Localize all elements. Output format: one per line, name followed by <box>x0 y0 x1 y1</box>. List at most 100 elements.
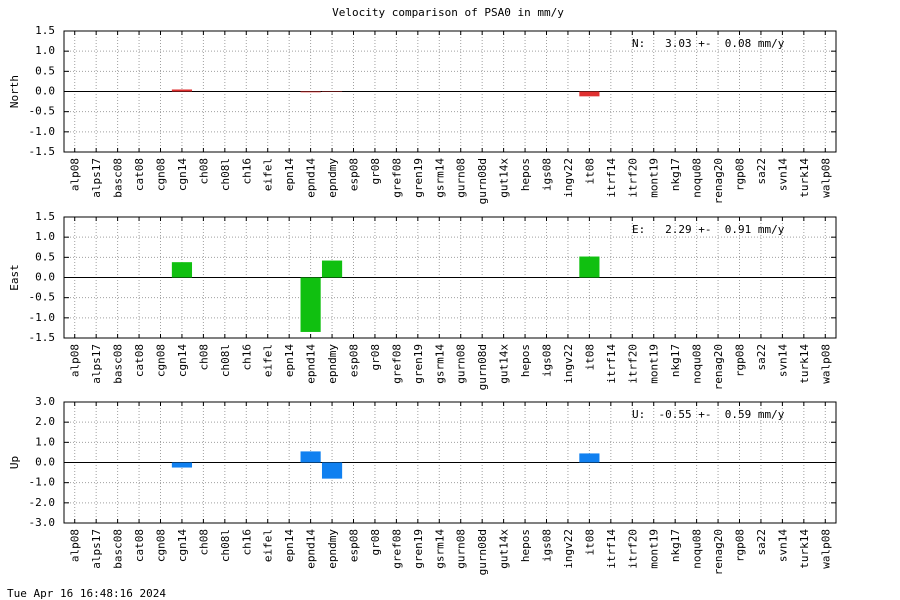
x-tick-label: rgp08 <box>734 344 747 377</box>
x-tick-label: gren19 <box>412 158 425 198</box>
x-tick-label: epnd14 <box>305 529 318 569</box>
x-tick-label: esp08 <box>348 344 361 377</box>
x-tick-label: walp08 <box>819 529 832 569</box>
x-tick-label: ch16 <box>240 158 253 185</box>
x-tick-label: svn14 <box>776 344 789 377</box>
x-tick-label: alp08 <box>69 529 82 562</box>
x-tick-label: mont19 <box>648 529 661 569</box>
x-tick-label: gurn08d <box>476 529 489 575</box>
annotation: E: 2.29 +- 0.91 mm/y <box>632 223 785 236</box>
x-tick-label: gref08 <box>390 529 403 569</box>
x-tick-label: gut14x <box>498 344 511 384</box>
x-tick-label: ch16 <box>240 529 253 556</box>
y-tick-label: 0.5 <box>35 64 55 77</box>
x-tick-label: itrf14 <box>605 529 618 569</box>
x-tick-label: it08 <box>583 344 596 371</box>
x-tick-label: gsrm14 <box>433 344 446 384</box>
x-tick-label: eifel <box>262 344 275 377</box>
bar <box>300 91 321 93</box>
x-tick-label: alp08 <box>69 344 82 377</box>
chart-title: Velocity comparison of PSA0 in mm/y <box>332 6 564 19</box>
y-tick-label: 1.0 <box>35 230 55 243</box>
y-tick-label: 0.0 <box>35 456 55 469</box>
x-tick-label: ch08l <box>219 344 232 377</box>
x-tick-label: sa22 <box>755 529 768 556</box>
x-tick-label: ch08l <box>219 529 232 562</box>
x-tick-label: noqu08 <box>691 344 704 384</box>
x-tick-label: nkg17 <box>669 344 682 377</box>
x-tick-label: gr08 <box>369 158 382 185</box>
x-tick-label: hepos <box>519 529 532 562</box>
x-tick-label: gurn08 <box>455 344 468 384</box>
x-tick-label: cat08 <box>133 344 146 377</box>
x-tick-label: cgn08 <box>155 344 168 377</box>
y-tick-label: 1.0 <box>35 435 55 448</box>
x-tick-label: gref08 <box>390 158 403 198</box>
bar <box>171 89 193 92</box>
x-tick-label: turk14 <box>798 529 811 569</box>
x-tick-label: gurn08d <box>476 158 489 204</box>
x-tick-label: ch08 <box>197 529 210 556</box>
x-tick-label: gref08 <box>390 344 403 384</box>
x-tick-label: epndmy <box>326 529 339 569</box>
x-tick-label: sa22 <box>755 344 768 371</box>
x-tick-label: ingv22 <box>562 158 575 198</box>
y-tick-label: -1.0 <box>29 125 56 138</box>
x-tick-label: gurn08d <box>476 344 489 390</box>
y-axis-label: North <box>8 75 21 108</box>
x-tick-label: cat08 <box>133 529 146 562</box>
x-tick-label: ch08l <box>219 158 232 191</box>
x-tick-label: gr08 <box>369 344 382 371</box>
x-tick-label: epndmy <box>326 158 339 198</box>
x-tick-label: cgn14 <box>176 529 189 562</box>
x-tick-label: cgn14 <box>176 158 189 191</box>
y-tick-label: 2.0 <box>35 415 55 428</box>
x-tick-label: cgn08 <box>155 529 168 562</box>
x-tick-label: ch08 <box>197 344 210 371</box>
x-tick-label: itrf14 <box>605 344 618 384</box>
plot-frame <box>63 30 837 153</box>
x-tick-label: igs08 <box>541 344 554 377</box>
x-tick-label: gren19 <box>412 344 425 384</box>
plot-frame <box>63 216 837 339</box>
y-tick-label: 1.5 <box>35 24 55 37</box>
bar <box>579 91 600 97</box>
x-tick-label: ingv22 <box>562 529 575 569</box>
x-tick-label: ch16 <box>240 344 253 371</box>
bar <box>300 451 321 463</box>
x-tick-label: svn14 <box>776 529 789 562</box>
x-tick-label: svn14 <box>776 158 789 191</box>
x-tick-label: igs08 <box>541 158 554 191</box>
annotation: N: 3.03 +- 0.08 mm/y <box>632 37 785 50</box>
x-tick-label: alps17 <box>90 344 103 384</box>
x-tick-label: epnd14 <box>305 344 318 384</box>
x-tick-label: ingv22 <box>562 344 575 384</box>
x-tick-label: renag20 <box>712 158 725 204</box>
x-tick-label: turk14 <box>798 344 811 384</box>
x-tick-label: mont19 <box>648 158 661 198</box>
y-tick-label: -1.5 <box>29 145 56 158</box>
bar <box>321 462 343 479</box>
y-tick-label: 0.5 <box>35 250 55 263</box>
x-tick-label: epn14 <box>283 529 296 562</box>
x-tick-label: itrf20 <box>626 344 639 384</box>
y-axis-label: Up <box>8 456 21 469</box>
x-tick-label: walp08 <box>819 158 832 198</box>
y-tick-label: 0.0 <box>35 271 55 284</box>
y-tick-label: 1.0 <box>35 44 55 57</box>
x-tick-label: gsrm14 <box>433 529 446 569</box>
y-tick-label: -2.0 <box>29 496 56 509</box>
footer-date: Tue Apr 16 16:48:16 2024 <box>7 587 166 600</box>
x-tick-label: turk14 <box>798 158 811 198</box>
bar <box>579 256 600 278</box>
x-tick-label: cat08 <box>133 158 146 191</box>
x-tick-label: it08 <box>583 158 596 185</box>
x-tick-label: cgn14 <box>176 344 189 377</box>
x-tick-label: gren19 <box>412 529 425 569</box>
x-tick-label: epn14 <box>283 344 296 377</box>
x-tick-label: gsrm14 <box>433 158 446 198</box>
x-tick-label: nkg17 <box>669 529 682 562</box>
x-tick-label: sa22 <box>755 158 768 185</box>
x-tick-label: itrf20 <box>626 158 639 198</box>
